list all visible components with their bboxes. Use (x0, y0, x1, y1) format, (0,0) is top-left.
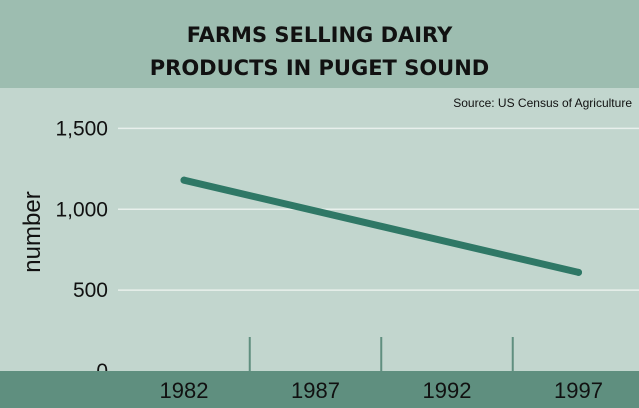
y-tick-label-1500: 1,500 (55, 117, 108, 140)
y-axis-label: number (19, 191, 46, 272)
chart-title-line-1: FARMS SELLING DAIRY (187, 23, 453, 47)
y-tick-label-500: 500 (73, 279, 108, 302)
x-tick-label-1992: 1992 (423, 378, 472, 403)
data-point-1982 (180, 176, 188, 184)
x-tick-label-1987: 1987 (291, 378, 340, 403)
x-tick-marks (248, 337, 514, 371)
data-point-1997 (575, 268, 582, 276)
gridlines (118, 127, 639, 291)
x-axis-band (0, 371, 639, 408)
x-tick-label-1997: 1997 (554, 378, 603, 403)
plot-background (0, 88, 639, 371)
series-group (180, 176, 582, 276)
series-line-0 (180, 176, 582, 276)
chart-title-line-2: PRODUCTS IN PUGET SOUND (150, 56, 489, 80)
y-tick-label-1000: 1,000 (55, 198, 108, 221)
title-band (0, 0, 639, 88)
x-tick-label-1982: 1982 (160, 378, 209, 403)
x-tick-labels: 1982 1987 1992 1997 (160, 378, 603, 403)
source-note: Source: US Census of Agriculture (453, 96, 632, 110)
